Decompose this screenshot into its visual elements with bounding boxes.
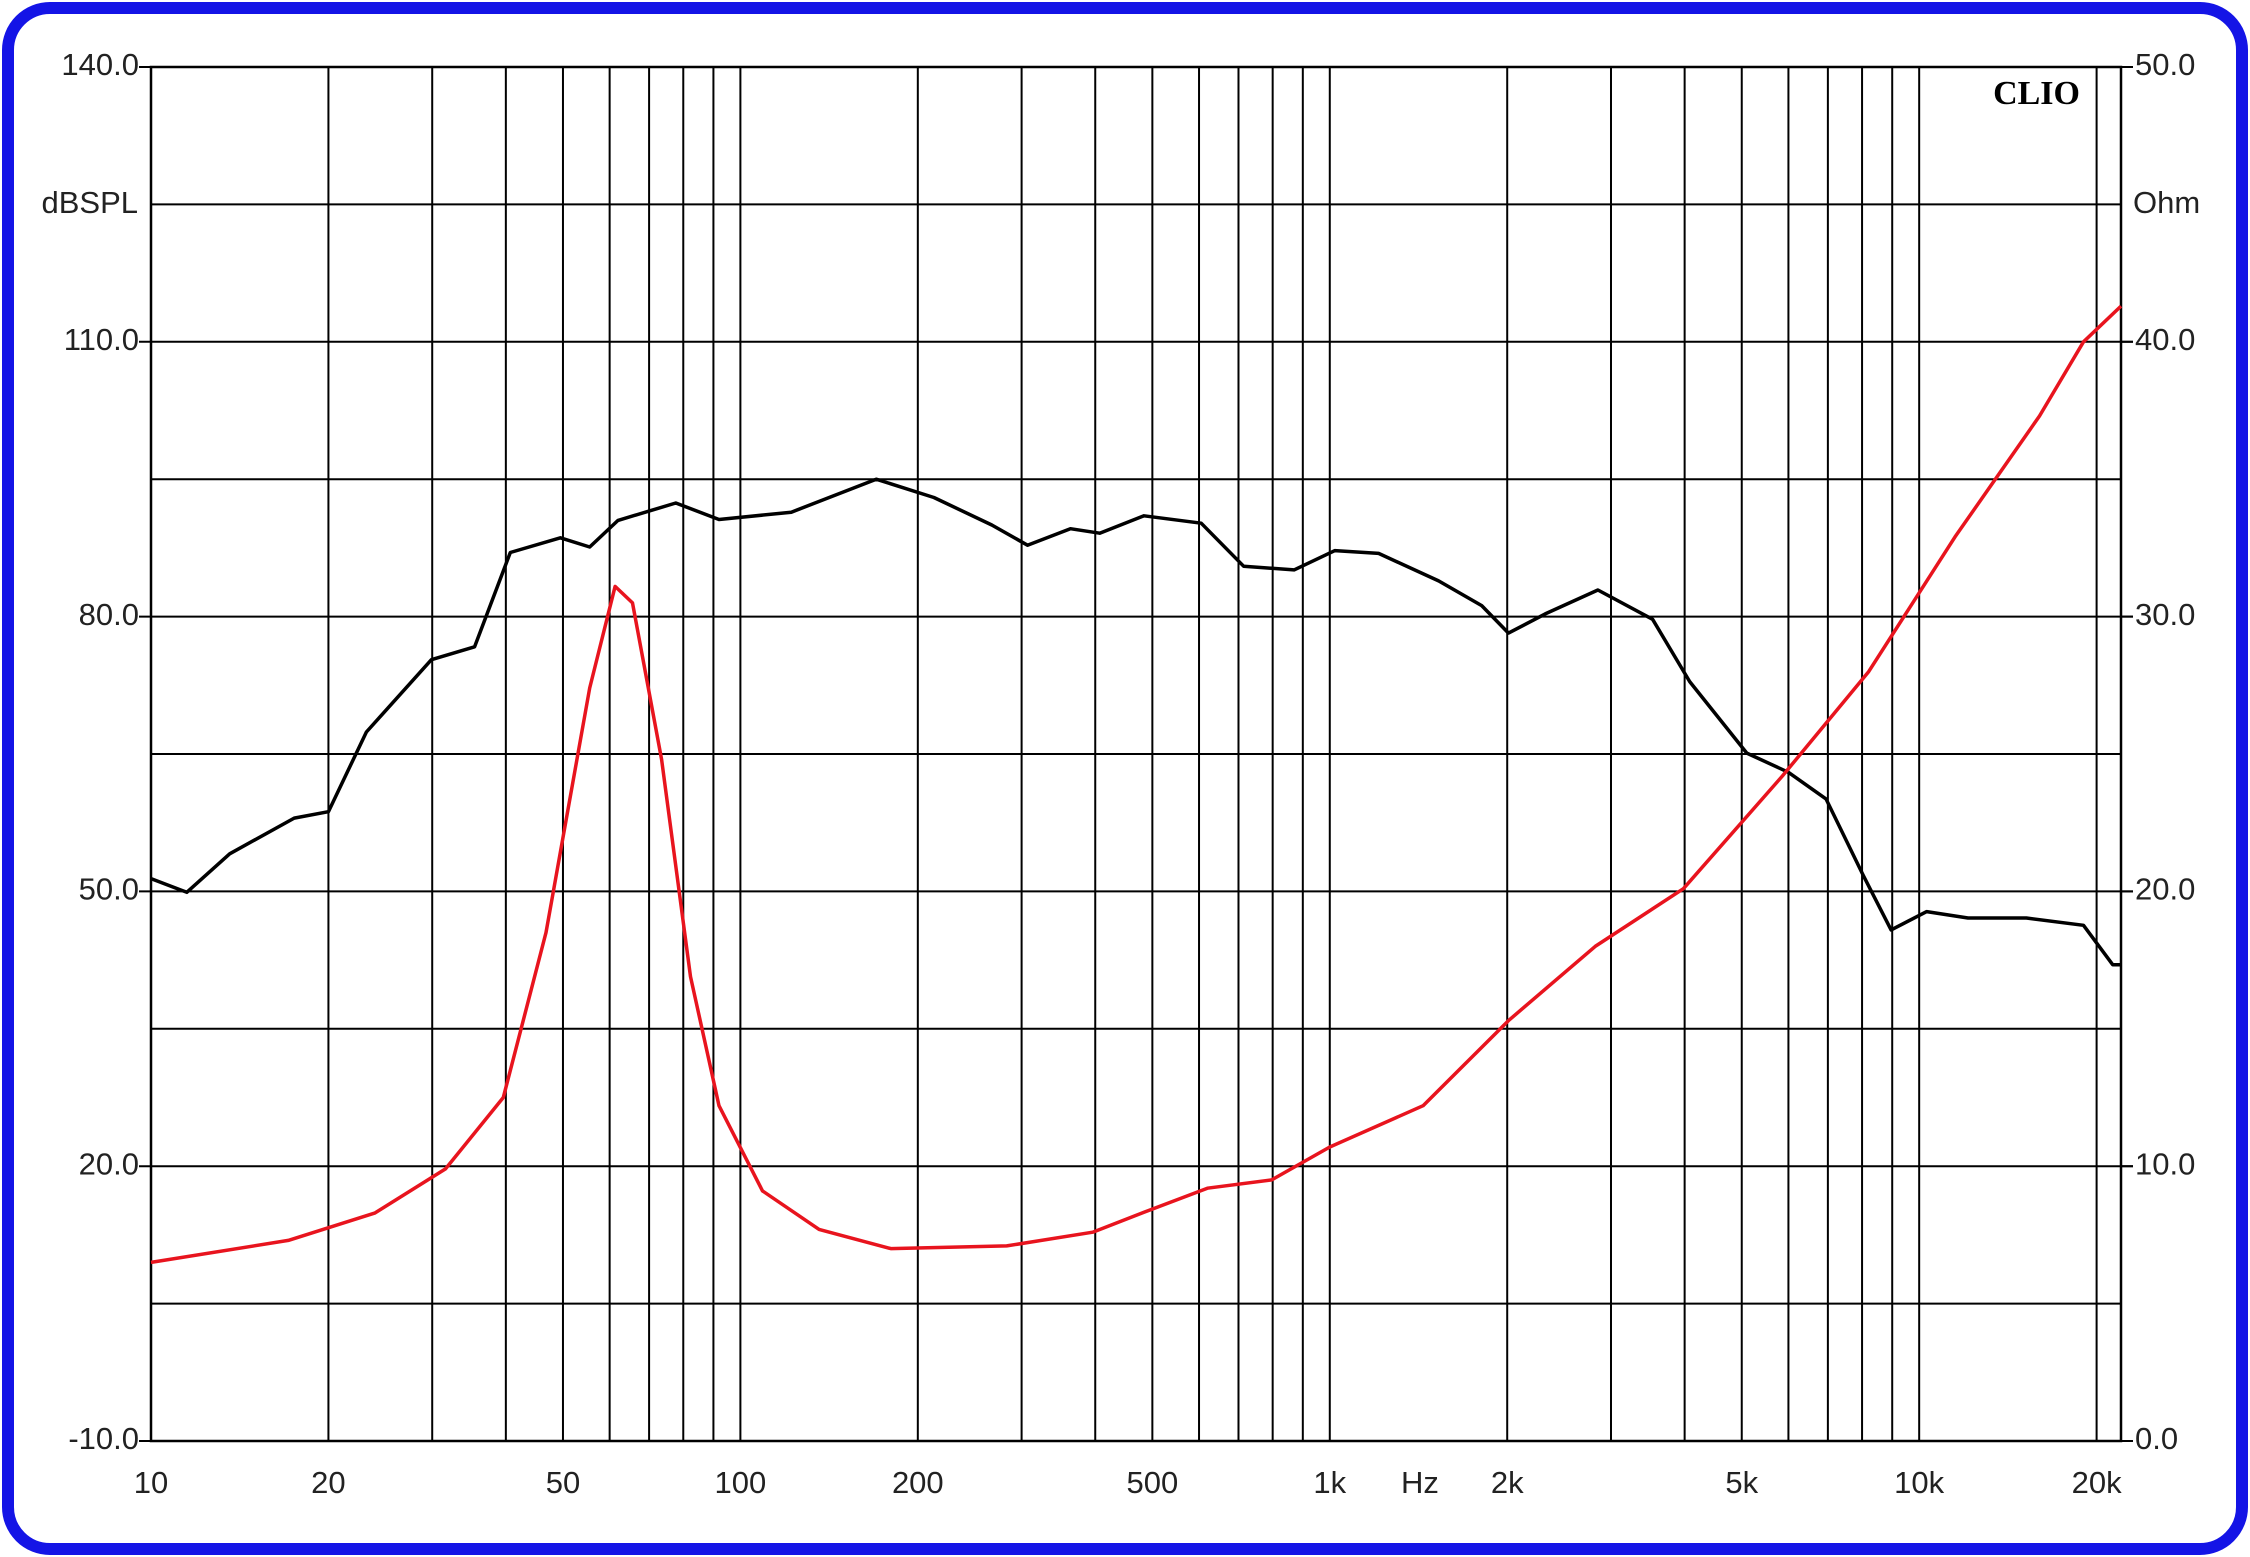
y2-tick-label: 20.0 — [2135, 872, 2195, 907]
y2-tick-label: 40.0 — [2135, 322, 2195, 357]
y-tick-label: -10.0 — [68, 1421, 139, 1456]
curve — [150, 477, 2121, 967]
x-tick-label: 5k — [1725, 1465, 1758, 1500]
y2-tick-label: 30.0 — [2135, 597, 2195, 632]
x-tick-label: 20 — [311, 1465, 345, 1500]
x-tick-label: 500 — [1126, 1465, 1178, 1500]
x-tick-label: 100 — [715, 1465, 767, 1500]
x-axis-label: Hz — [1401, 1465, 1439, 1500]
x-tick-label: 10 — [134, 1465, 168, 1500]
y-tick-label: 50.0 — [79, 872, 139, 907]
y-tick-label: 110.0 — [64, 322, 139, 357]
y2-axis-label: Ohm — [2133, 185, 2200, 220]
x-tick-label: 10k — [1894, 1465, 1944, 1500]
x-tick-label: 20k — [2072, 1465, 2122, 1500]
y-tick-label: 80.0 — [79, 597, 139, 632]
y2-tick-label: 0.0 — [2135, 1421, 2178, 1456]
curve — [150, 304, 2123, 1265]
y2-tick-label: 50.0 — [2135, 47, 2195, 82]
y-tick-label: 140.0 — [61, 47, 139, 82]
x-tick-label: 200 — [892, 1465, 944, 1500]
y-tick-label: 20.0 — [79, 1146, 139, 1181]
x-tick-label: 1k — [1313, 1465, 1346, 1500]
brand: CLIO — [1993, 75, 2080, 112]
x-tick-label: 2k — [1491, 1465, 1524, 1500]
y2-tick-label: 10.0 — [2135, 1146, 2195, 1181]
x-tick-label: 50 — [546, 1465, 580, 1500]
y-axis-label: dBSPL — [41, 185, 138, 220]
